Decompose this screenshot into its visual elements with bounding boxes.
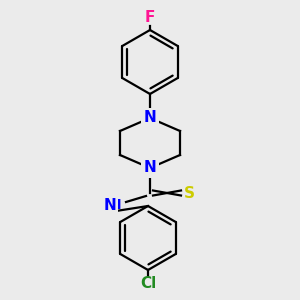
- Text: Cl: Cl: [140, 277, 156, 292]
- Text: N: N: [144, 110, 156, 125]
- Text: F: F: [145, 11, 155, 26]
- Text: H: H: [110, 198, 122, 212]
- Text: N: N: [104, 197, 117, 212]
- Text: S: S: [184, 185, 194, 200]
- Text: N: N: [144, 160, 156, 175]
